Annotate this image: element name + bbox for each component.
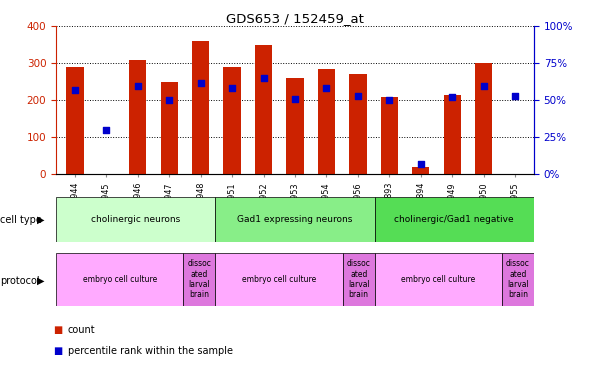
Bar xyxy=(255,45,272,174)
Bar xyxy=(160,82,178,174)
Bar xyxy=(192,41,209,174)
Title: GDS653 / 152459_at: GDS653 / 152459_at xyxy=(226,12,364,25)
Bar xyxy=(475,63,492,174)
Text: cell type: cell type xyxy=(0,215,42,225)
Point xyxy=(479,82,489,88)
Bar xyxy=(215,197,375,242)
Point xyxy=(385,98,394,104)
Text: dissoc
ated
larval
brain: dissoc ated larval brain xyxy=(347,259,371,300)
Text: ■: ■ xyxy=(53,346,63,355)
Text: embryo cell culture: embryo cell culture xyxy=(242,275,316,284)
Bar xyxy=(286,78,304,174)
Bar xyxy=(502,253,534,306)
Point xyxy=(322,86,331,92)
Text: Gad1 expressing neurons: Gad1 expressing neurons xyxy=(237,215,353,224)
Point xyxy=(510,93,520,99)
Point xyxy=(196,80,205,86)
Bar xyxy=(349,74,366,174)
Point xyxy=(416,161,425,167)
Point xyxy=(165,98,174,104)
Bar xyxy=(56,197,215,242)
Text: cholinergic neurons: cholinergic neurons xyxy=(91,215,181,224)
Bar xyxy=(318,69,335,174)
Bar xyxy=(56,253,183,306)
Text: dissoc
ated
larval
brain: dissoc ated larval brain xyxy=(188,259,211,300)
Bar xyxy=(224,67,241,174)
Point xyxy=(133,82,143,88)
Bar xyxy=(375,253,502,306)
Point xyxy=(290,96,300,102)
Bar xyxy=(412,167,430,174)
Text: protocol: protocol xyxy=(0,276,40,286)
Text: percentile rank within the sample: percentile rank within the sample xyxy=(68,346,233,355)
Text: cholinergic/Gad1 negative: cholinergic/Gad1 negative xyxy=(395,215,514,224)
Bar xyxy=(444,95,461,174)
Bar xyxy=(183,253,215,306)
Text: count: count xyxy=(68,325,96,335)
Bar xyxy=(66,67,84,174)
Point xyxy=(353,93,363,99)
Point xyxy=(259,75,268,81)
Bar xyxy=(129,60,146,174)
Text: ▶: ▶ xyxy=(37,276,44,286)
Bar xyxy=(381,97,398,174)
Bar xyxy=(375,197,534,242)
Point xyxy=(70,87,80,93)
Text: embryo cell culture: embryo cell culture xyxy=(401,275,476,284)
Point xyxy=(447,94,457,100)
Text: dissoc
ated
larval
brain: dissoc ated larval brain xyxy=(506,259,530,300)
Bar xyxy=(215,253,343,306)
Bar xyxy=(343,253,375,306)
Text: embryo cell culture: embryo cell culture xyxy=(83,275,157,284)
Text: ▶: ▶ xyxy=(37,215,44,225)
Point xyxy=(227,86,237,92)
Point xyxy=(101,127,111,133)
Text: ■: ■ xyxy=(53,325,63,335)
